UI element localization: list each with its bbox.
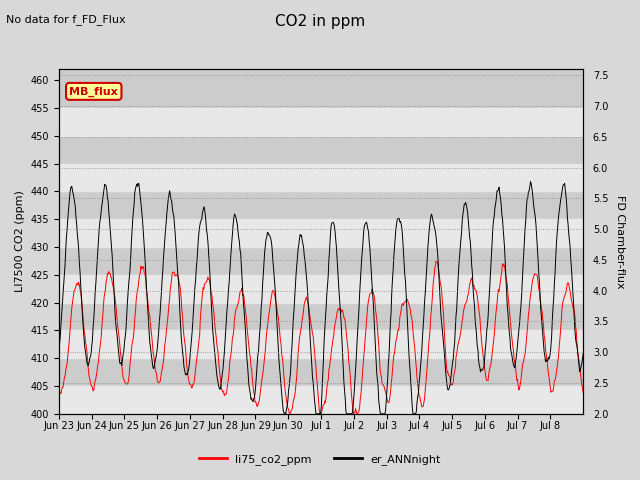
Y-axis label: LI7500 CO2 (ppm): LI7500 CO2 (ppm) (15, 191, 25, 292)
Bar (59, 219, 583, 247)
Text: CO2 in ppm: CO2 in ppm (275, 14, 365, 29)
Y-axis label: FD Chamber-flux: FD Chamber-flux (615, 194, 625, 288)
Legend: li75_co2_ppm, er_ANNnight: li75_co2_ppm, er_ANNnight (195, 450, 445, 469)
Bar (59, 108, 583, 136)
Bar (59, 164, 583, 192)
Bar (59, 386, 583, 414)
Bar (59, 330, 583, 358)
Text: No data for f_FD_Flux: No data for f_FD_Flux (6, 14, 126, 25)
Text: MB_flux: MB_flux (69, 86, 118, 96)
Bar (59, 275, 583, 302)
